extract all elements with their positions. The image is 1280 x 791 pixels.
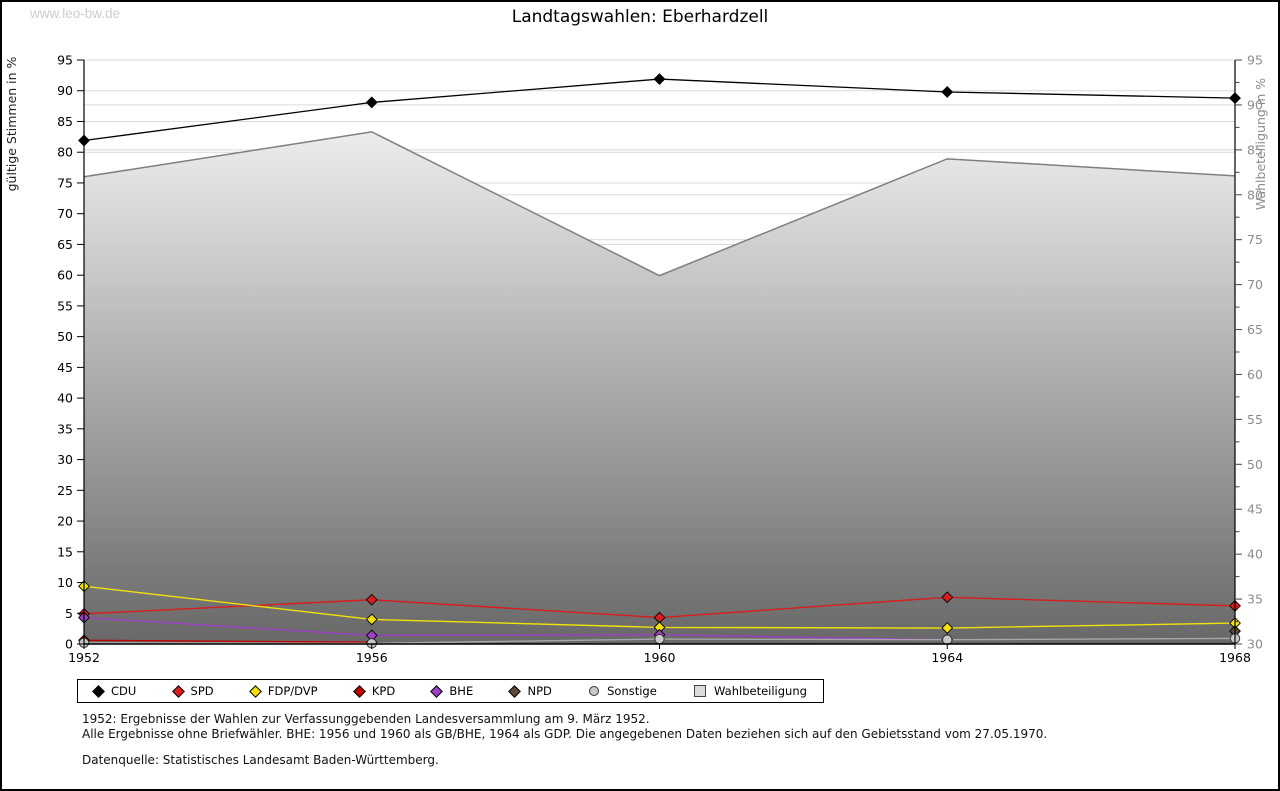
legend-item-kpd: KPD [352, 684, 396, 698]
marker-fdp-dvp-1964 [941, 622, 954, 634]
legend-item-spd: SPD [171, 684, 214, 698]
svg-text:50: 50 [57, 329, 73, 344]
svg-text:70: 70 [1247, 277, 1263, 292]
legend-item-npd: NPD [508, 684, 552, 698]
x-label-1956: 1956 [356, 650, 388, 665]
spd-diamond-icon [171, 684, 185, 698]
line-bhe [83, 616, 948, 641]
cdu-diamond-icon [92, 684, 105, 698]
svg-text:65: 65 [1247, 322, 1263, 337]
svg-text:60: 60 [57, 268, 73, 283]
watermark-leo-bw: www.leo-bw.de [30, 6, 121, 21]
marker-cdu-1956 [365, 96, 378, 109]
x-label-1952: 1952 [68, 650, 100, 665]
marker-spd-1964 [941, 591, 954, 604]
x-label-1964: 1964 [931, 650, 963, 665]
right-axis-ticks: 30 35 40 45 50 55 60 65 70 75 80 85 90 95 [1235, 53, 1263, 652]
axis-titles: gültige Stimmen in % Wahlbeteiligung in % [4, 56, 1268, 210]
marker-sonstige-1964 [942, 634, 953, 645]
svg-text:15: 15 [57, 544, 73, 559]
svg-text:85: 85 [57, 114, 73, 129]
sonstige-circle-icon [589, 686, 600, 696]
fdp-dvp-diamond-icon [249, 684, 262, 698]
page-title: Landtagswahlen: Eberhardzell [511, 7, 769, 27]
svg-text:70: 70 [57, 206, 73, 221]
svg-text:40: 40 [1247, 547, 1263, 562]
svg-text:85: 85 [1247, 142, 1263, 157]
svg-text:60: 60 [1247, 367, 1263, 382]
svg-text:75: 75 [57, 175, 73, 190]
legend-item-cdu: CDU [92, 684, 137, 698]
legend-item-sonstige: Sonstige [589, 684, 657, 698]
left-axis-ticks: 0 5 10 15 20 25 30 35 40 45 50 55 60 65 70 75 80 85 90 95 [57, 53, 84, 652]
svg-text:20: 20 [57, 514, 73, 529]
svg-text:30: 30 [1247, 637, 1263, 652]
legend-item-wahlbeteiligung: Wahlbeteiligung [694, 684, 807, 698]
svg-text:55: 55 [1247, 412, 1263, 427]
chart-legend: CDU SPD FDP/DVP KPD BHE NPD Sonstige Wahlbeteil… [77, 679, 824, 703]
svg-text:35: 35 [1247, 592, 1263, 607]
kpd-diamond-icon [352, 684, 366, 698]
legend-label-kpd: KPD [371, 684, 396, 698]
marker-cdu-1960 [653, 73, 666, 85]
right-axis-title: Wahlbeteiligung in % [1253, 78, 1268, 210]
svg-text:5: 5 [65, 606, 73, 621]
svg-text:50: 50 [1247, 457, 1263, 472]
legend-label-wahlbeteiligung: Wahlbeteiligung [714, 684, 807, 698]
wahlbeteiligung-area [83, 131, 1236, 644]
svg-text:90: 90 [57, 83, 73, 98]
legend-label-cdu: CDU [111, 684, 137, 698]
svg-text:80: 80 [1247, 187, 1263, 202]
svg-text:55: 55 [57, 298, 73, 313]
svg-text:25: 25 [57, 483, 73, 498]
svg-text:45: 45 [1247, 502, 1263, 517]
svg-text:75: 75 [1247, 232, 1263, 247]
legend-item-fdp-dvp: FDP/DVP [249, 684, 318, 698]
x-label-1960: 1960 [644, 650, 676, 665]
marker-fdp-dvp-1956 [365, 613, 378, 626]
left-axis-title: gültige Stimmen in % [4, 56, 19, 191]
footnote-1952: 1952: Ergebnisse der Wahlen zur Verfassu… [82, 712, 650, 726]
x-label-1968: 1968 [1219, 650, 1251, 665]
legend-item-bhe: BHE [430, 684, 474, 698]
svg-text:95: 95 [1247, 53, 1263, 68]
marker-cdu-1964 [941, 86, 954, 98]
legend-label-sonstige: Sonstige [607, 684, 657, 698]
legend-label-fdp-dvp: FDP/DVP [267, 684, 318, 698]
svg-text:65: 65 [57, 237, 73, 252]
marker-sonstige-1960 [654, 633, 665, 645]
svg-text:95: 95 [57, 53, 73, 68]
wahlbeteiligung-square-icon [694, 685, 707, 697]
svg-text:90: 90 [1247, 97, 1263, 112]
svg-text:10: 10 [57, 575, 73, 590]
legend-label-npd: NPD [527, 684, 552, 698]
marker-spd-1956 [365, 593, 378, 606]
legend-label-spd: SPD [190, 684, 214, 698]
svg-text:80: 80 [57, 145, 73, 160]
footnote-briefwaehler: Alle Ergebnisse ohne Briefwähler. BHE: 1… [82, 727, 1048, 741]
svg-text:0: 0 [65, 637, 73, 652]
svg-text:40: 40 [57, 391, 73, 406]
x-axis-ticks: 1952 1956 1960 1964 1968 [68, 644, 1251, 665]
svg-text:35: 35 [57, 421, 73, 436]
legend-label-bhe: BHE [449, 684, 474, 698]
svg-text:30: 30 [57, 452, 73, 467]
svg-text:45: 45 [57, 360, 73, 375]
bhe-diamond-icon [430, 684, 444, 698]
footnote-datenquelle: Datenquelle: Statistisches Landesamt Bad… [82, 753, 439, 767]
line-kpd [83, 639, 372, 643]
npd-diamond-icon [508, 684, 522, 698]
